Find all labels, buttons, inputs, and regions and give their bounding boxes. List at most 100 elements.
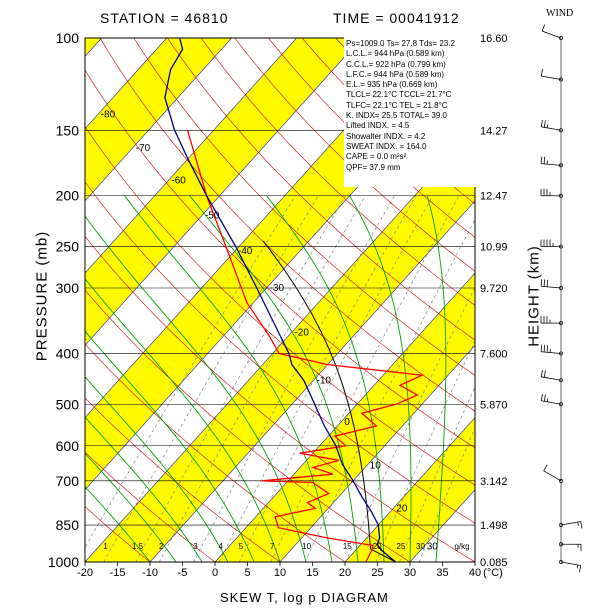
wind-barb-feather [580, 521, 583, 529]
wind-barb-staff [541, 163, 562, 166]
stats-line: SWEAT INDX. = 164.0 [346, 141, 427, 151]
wind-barb-feather [540, 69, 543, 77]
wind-station-dot [559, 36, 563, 40]
isotherm-line [85, 38, 232, 202]
stats-line: C.C.L.= 922 hPa (0.799 km) [346, 59, 446, 69]
wind-barb-feather [540, 369, 543, 377]
isotherm-label: 20 [396, 503, 408, 514]
mixing-ratio-label: 10 [302, 542, 311, 551]
pressure-tick-label: 200 [56, 188, 80, 204]
mixing-ratio-label: 1 [103, 542, 108, 551]
wind-barb-feather [540, 156, 543, 164]
wind-barb-feather [543, 394, 546, 402]
x-tick-label: -15 [110, 567, 126, 579]
mixing-ratio-label: 7 [270, 542, 275, 551]
isotherm-label: 30 [427, 542, 439, 553]
y-axis-pressure: 100 150 200 250 300 400 500 600 700 850 1000 [48, 30, 79, 570]
x-tick-label: 20 [339, 567, 351, 579]
pressure-tick-label: 1000 [48, 554, 79, 570]
wind-barb-staff [541, 351, 562, 354]
height-tick-label: 12.47 [480, 191, 508, 203]
wind-barb-feather [540, 393, 543, 401]
height-tick-label: 7.600 [480, 348, 508, 360]
stats-line: Ps=1009.0 Ts= 27.8 Tds= 23.2 [346, 39, 455, 48]
isotherm-label: -30 [270, 283, 285, 294]
isotherm-label: -70 [136, 143, 151, 154]
isotherm-label: -10 [317, 375, 332, 386]
y-axis-height: 16.60 14.27 12.47 10.99 9.720 7.600 5.870 3.142… [480, 33, 508, 569]
wind-barb-staff [543, 470, 562, 482]
mixing-ratio-label: 20 [373, 542, 382, 551]
x-tick-label: 30 [404, 567, 416, 579]
stats-line: QPF= 37.9 mm [346, 162, 401, 172]
wind-barb-feather [543, 279, 546, 287]
wind-barb-feather [543, 156, 546, 164]
sounding-profiles [164, 38, 425, 562]
wind-barb-feather [546, 345, 549, 353]
x-tick-label: 35 [436, 567, 448, 579]
x-tick-label: -10 [142, 567, 158, 579]
mixing-ratio-label: 25 [396, 542, 405, 551]
dry-adiabat [167, 38, 475, 341]
isotherm-label: -50 [205, 210, 220, 221]
height-tick-label: 1.498 [480, 520, 508, 532]
height-tick-label: 3.142 [480, 476, 508, 488]
isotherm-line [149, 200, 475, 562]
isotherm-line [214, 272, 475, 562]
isotherm-labels: -80 -70 -60 -50 -40 -30 -20 -10 0 10 20 30 [101, 110, 439, 553]
wind-barb-staff [541, 376, 562, 381]
isotherm-bands [85, 38, 475, 562]
parcel-path [262, 240, 396, 562]
wind-barb-half-feather [546, 398, 549, 402]
wind-barb-staff [542, 30, 562, 39]
x-tick-label: -20 [77, 567, 93, 579]
wind-barb-staff [541, 285, 562, 289]
isotherm-line [85, 38, 167, 130]
dry-adiabat [0, 38, 20, 562]
wind-barb-half-feather [546, 124, 549, 128]
isotherm-label: -80 [101, 110, 116, 121]
wind-barb-staff [560, 521, 581, 526]
isotherm-line [85, 38, 362, 346]
wind-station-dot [559, 478, 563, 483]
x-tick-label: 15 [306, 567, 318, 579]
dry-adiabat [85, 235, 475, 562]
pressure-tick-label: 150 [56, 122, 80, 138]
moist-adiabat [85, 452, 177, 562]
x-tick-label: 10 [274, 567, 286, 579]
height-tick-label: 5.870 [480, 399, 508, 411]
pressure-tick-label: 100 [56, 30, 80, 46]
temperature-profile [164, 38, 397, 562]
isotherm-label: -20 [294, 328, 309, 339]
dry-adiabat [234, 38, 475, 272]
height-tick-label: 9.720 [480, 283, 508, 295]
stats-line: K. INDX= 25.5 TOTAL= 39.0 [346, 111, 447, 121]
x-tick-label: 40 [469, 567, 481, 579]
station-label: STATION = 46810 [100, 10, 229, 26]
pressure-tick-label: 700 [56, 473, 80, 489]
pressure-tick-label: 250 [56, 239, 80, 255]
wind-column-title: WIND [546, 8, 574, 19]
wind-barb-feather [543, 370, 546, 378]
wind-barb-column [540, 24, 583, 573]
dry-adiabat [504, 38, 600, 562]
pressure-tick-label: 300 [56, 280, 80, 296]
wind-barb-feather [546, 279, 549, 287]
dry-adiabat [85, 343, 346, 562]
dry-adiabat [200, 38, 475, 306]
stability-indices-box: Ps=1009.0 Ts= 27.8 Tds= 23.2 L.C.L.= 944… [344, 37, 478, 187]
mixing-ratio-labels: 1 1.5 2 3 4 5 7 10 15 20 25 30 g/kg [103, 542, 469, 551]
wind-barb-feather [543, 120, 546, 128]
time-label: TIME = 00041912 [333, 10, 460, 26]
isotherm-line [85, 128, 475, 562]
isotherm-label: 0 [344, 417, 350, 428]
height-axis-title: HEIGHT (km) [525, 245, 543, 347]
mixing-ratio-label: 30 [416, 542, 425, 551]
x-tick-label: -5 [178, 567, 188, 579]
isotherm-line [0, 38, 37, 562]
isotherm-label: 10 [370, 461, 382, 472]
dry-adiabat [85, 451, 216, 562]
stats-line: CAPE = 0.0 m²s² [346, 152, 407, 162]
isotherm-line [279, 344, 475, 562]
isotherm-line [85, 38, 297, 274]
